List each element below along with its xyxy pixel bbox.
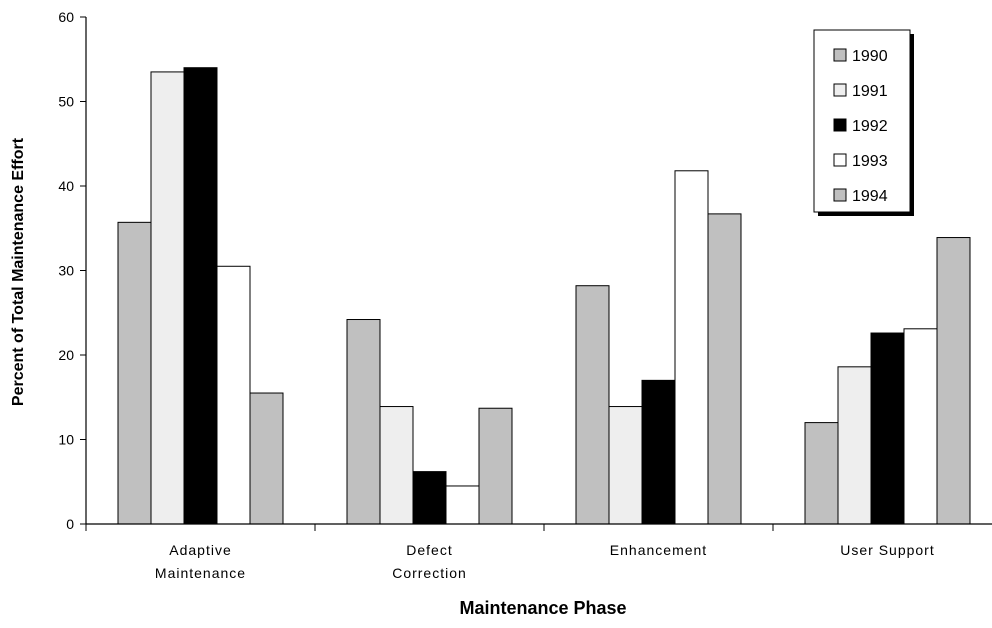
x-tick-label: Enhancement <box>610 542 707 558</box>
y-tick-label: 10 <box>58 432 74 448</box>
bar-1991-group-3 <box>608 406 643 525</box>
y-tick-label: 40 <box>58 178 74 194</box>
x-tick-label: Defect <box>406 542 452 558</box>
bar-1991-group-4 <box>837 366 872 525</box>
axes-group: 0 10 20 30 40 50 60 Adaptive Maintenance Defect Co… <box>58 9 992 581</box>
bar-1994-group-1 <box>249 392 284 525</box>
legend-swatch-1991 <box>833 83 847 97</box>
x-axis-title: Maintenance Phase <box>459 598 626 618</box>
bar-1994-group-3 <box>707 213 742 525</box>
legend-label-1992: 1992 <box>852 118 888 135</box>
legend-box <box>813 29 911 213</box>
bars-group <box>117 67 971 525</box>
x-tick-label: Correction <box>392 565 467 581</box>
bar-1992-group-1 <box>183 67 218 525</box>
bar-1990-group-2 <box>346 319 381 525</box>
x-tick-label: Adaptive <box>169 542 231 558</box>
bar-1992-group-4 <box>870 332 905 525</box>
y-tick-label: 60 <box>58 9 74 25</box>
bar-1992-group-2 <box>412 471 447 525</box>
y-tick-label: 50 <box>58 94 74 110</box>
y-tick-label: 30 <box>58 263 74 279</box>
bar-1991-group-2 <box>379 406 414 525</box>
x-tick-label: User Support <box>840 542 934 558</box>
bar-1993-group-3 <box>674 170 709 525</box>
bar-1990-group-3 <box>575 285 610 525</box>
y-axis-title: Percent of Total Maintenance Effort <box>10 137 27 406</box>
bar-1991-group-1 <box>150 71 185 525</box>
legend-label-1994: 1994 <box>852 188 888 205</box>
bar-1994-group-2 <box>478 407 513 525</box>
y-tick-label: 0 <box>66 516 74 532</box>
legend-swatch-1994 <box>833 188 847 202</box>
legend-swatch-1992 <box>833 118 847 132</box>
bar-1992-group-3 <box>641 379 676 525</box>
legend-swatch-1993 <box>833 153 847 167</box>
bar-1993-group-2 <box>445 485 480 525</box>
x-tick-label: Maintenance <box>155 565 246 581</box>
bar-1994-group-4 <box>936 237 971 525</box>
bar-1990-group-1 <box>117 221 152 525</box>
legend-label-1990: 1990 <box>852 48 888 65</box>
bar-1993-group-4 <box>903 328 938 525</box>
bar-1993-group-1 <box>216 265 251 525</box>
legend-swatch-1990 <box>833 48 847 62</box>
y-tick-label: 20 <box>58 347 74 363</box>
legend-label-1991: 1991 <box>852 83 888 100</box>
legend: 1990 1991 1992 1993 1994 <box>813 29 914 216</box>
legend-label-1993: 1993 <box>852 153 888 170</box>
bar-1990-group-4 <box>804 422 839 525</box>
